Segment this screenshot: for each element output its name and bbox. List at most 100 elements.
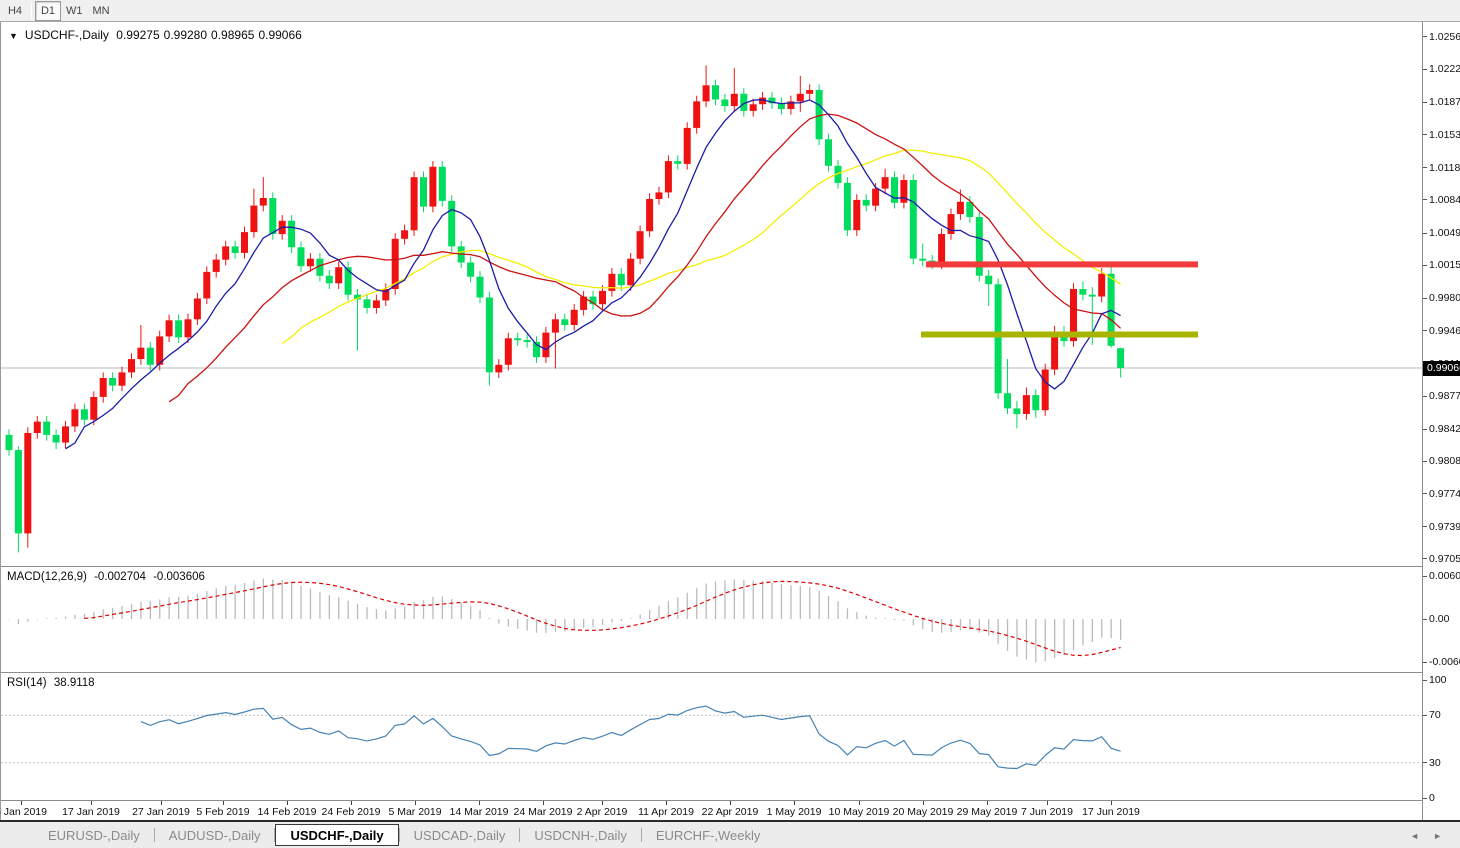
axis-tick-label: 1.01870 (1423, 96, 1460, 109)
toolbar-divider (31, 2, 32, 19)
tab-usdcnh[interactable]: USDCNH-,Daily (534, 827, 627, 843)
date-axis[interactable]: 8 Jan 2019 17 Jan 2019 27 Jan 2019 5 Feb 20… (0, 801, 1422, 820)
chart-title: ▼ USDCHF-,Daily 0.99275 0.99280 0.98965 0.99… (9, 28, 306, 42)
timeframe-button-w1[interactable]: W1 (66, 4, 83, 17)
date-tick-mark (859, 801, 860, 805)
date-tick-label: 11 Apr 2019 (638, 806, 694, 818)
axis-tick-mark (1423, 36, 1427, 38)
date-tick-label: 24 Mar 2019 (513, 806, 573, 818)
date-tick-mark (21, 801, 22, 805)
axis-tick-mark (1423, 68, 1427, 70)
current-price-tag: 0.99066 (1423, 360, 1460, 376)
macd-histogram (8, 578, 1122, 663)
axis-tick-mark (1423, 618, 1427, 620)
quote-open: 0.99275 (116, 28, 160, 42)
price-chart-canvas[interactable] (1, 22, 1422, 566)
date-tick-mark (602, 801, 603, 805)
axis-tick-label: 1.00840 (1423, 193, 1460, 206)
macd-label: MACD(12,26,9) -0.002704 -0.003606 (7, 571, 209, 583)
axis-tick-mark (1423, 297, 1427, 299)
axis-tick-mark (1423, 167, 1427, 169)
axis-tick-mark (1423, 714, 1427, 716)
chart-window: ▼ USDCHF-,Daily 0.99275 0.99280 0.98965 0.99… (0, 22, 1460, 820)
date-tick-label: 10 May 2019 (828, 806, 890, 818)
date-tick-label: 8 Jan 2019 (0, 806, 47, 818)
axis-tick-mark (1423, 661, 1427, 663)
axis-tick-mark (1423, 264, 1427, 266)
tab-separator (640, 828, 642, 842)
timeframe-button-h4[interactable]: H4 (7, 4, 23, 17)
axis-tick-label: 0.00 (1423, 613, 1449, 626)
axis-tick-label: 1.02220 (1423, 63, 1460, 76)
date-tick-label: 20 May 2019 (892, 806, 954, 818)
axis-tick-label: 1.02560 (1423, 30, 1460, 43)
date-tick-mark (923, 801, 924, 805)
macd-signal-value: -0.003606 (153, 571, 205, 583)
axis-tick-mark (1423, 526, 1427, 528)
tab-separator (519, 828, 521, 842)
tab-usdchf[interactable]: USDCHF-,Daily (275, 824, 399, 846)
date-tick-label: 17 Jun 2019 (1082, 806, 1140, 818)
tabs-scroll-right-icon[interactable]: ► (1433, 831, 1442, 841)
panel-divider[interactable] (1, 672, 1460, 673)
panel-divider (1, 800, 1460, 801)
date-tick-label: 1 May 2019 (766, 806, 822, 818)
objects-dropdown-icon[interactable]: ▼ (9, 31, 18, 41)
price-axis[interactable]: 0.99066 1.02560 1.02220 1.01870 1.01530 1.01… (1422, 22, 1460, 820)
date-tick-label: 5 Feb 2019 (196, 806, 250, 818)
date-tick-mark (1047, 801, 1048, 805)
rsi-panel-canvas[interactable] (1, 673, 1422, 800)
axis-tick-label: 1.00490 (1423, 227, 1460, 240)
axis-tick-mark (1423, 762, 1427, 764)
tab-separator (398, 828, 400, 842)
timeframe-button-mn[interactable]: MN (92, 4, 110, 17)
tab-separator (274, 828, 276, 842)
macd-signal-line (84, 580, 1121, 657)
date-tick-mark (479, 801, 480, 805)
timeframe-button-d1[interactable]: D1 (35, 0, 61, 21)
timeframe-toolbar: H4 D1 W1 MN (0, 0, 1460, 22)
panel-divider[interactable] (1, 566, 1460, 567)
tab-scroll-controls: ◄ ► (1410, 822, 1442, 848)
date-tick-label: 14 Mar 2019 (449, 806, 509, 818)
date-tick-mark (91, 801, 92, 805)
axis-tick-mark (1423, 101, 1427, 103)
chart-tabs-bar: EURUSD-,Daily AUDUSD-,Daily USDCHF-,Daily U… (0, 820, 1460, 848)
date-tick-label: 2 Apr 2019 (576, 806, 628, 818)
date-tick-label: 22 Apr 2019 (701, 806, 759, 818)
ma-fast-line (65, 99, 1121, 450)
date-tick-mark (730, 801, 731, 805)
axis-tick-label: 0 (1423, 792, 1435, 805)
axis-tick-label: 0.006058 (1423, 570, 1460, 583)
rsi-label: RSI(14) 38.9118 (7, 677, 99, 689)
rsi-line (140, 705, 1121, 770)
tab-eurusd[interactable]: EURUSD-,Daily (48, 827, 140, 843)
date-tick-mark (287, 801, 288, 805)
tab-audusd[interactable]: AUDUSD-,Daily (168, 827, 261, 843)
axis-tick-mark (1423, 797, 1427, 799)
axis-tick-label: 1.01180 (1423, 161, 1460, 174)
axis-tick-label: 100 (1423, 674, 1447, 687)
axis-tick-mark (1423, 330, 1427, 332)
support-line (921, 331, 1198, 338)
tab-separator (153, 828, 155, 842)
macd-panel-canvas[interactable] (1, 567, 1422, 672)
tab-usdcad[interactable]: USDCAD-,Daily (413, 827, 506, 843)
date-tick-mark (351, 801, 352, 805)
axis-tick-mark (1423, 199, 1427, 201)
axis-tick-mark (1423, 460, 1427, 462)
date-tick-mark (223, 801, 224, 805)
date-tick-label: 14 Feb 2019 (257, 806, 317, 818)
tab-eurchf[interactable]: EURCHF-,Weekly (655, 827, 761, 843)
ma-mid-line (168, 113, 1122, 403)
chart-tabs: EURUSD-,Daily AUDUSD-,Daily USDCHF-,Daily U… (34, 824, 774, 846)
tabs-scroll-left-icon[interactable]: ◄ (1410, 831, 1420, 841)
resistance-line (926, 261, 1198, 268)
